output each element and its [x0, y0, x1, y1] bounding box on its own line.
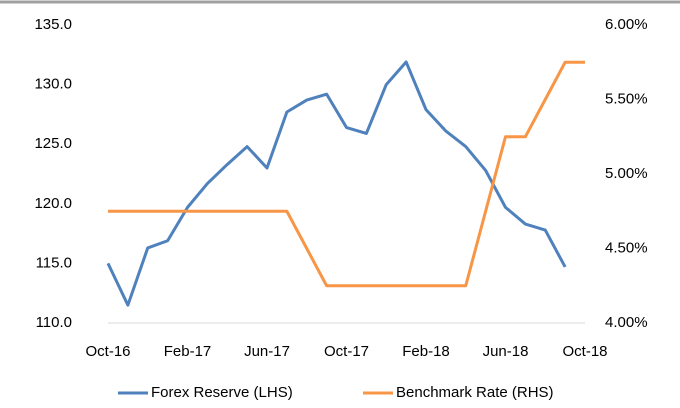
y-tick-label: 110.0	[36, 314, 72, 331]
x-tick-label: Oct-17	[324, 343, 369, 360]
x-tick-label: Jun-17	[244, 343, 290, 360]
legend-label: Forex Reserve (LHS)	[151, 384, 293, 401]
x-tick-label: Feb-18	[402, 343, 450, 360]
y2-tick-label: 5.00%	[605, 165, 648, 182]
y2-tick-label: 4.00%	[605, 314, 648, 331]
x-tick-label: Feb-17	[164, 343, 212, 360]
y-tick-label: 120.0	[34, 195, 72, 212]
series-line	[106, 60, 567, 307]
x-tick-label: Jun-18	[483, 343, 529, 360]
y2-tick-label: 6.00%	[605, 16, 648, 33]
x-tick-label: Oct-16	[85, 343, 130, 360]
series-line	[108, 60, 585, 288]
y-tick-label: 125.0	[34, 135, 72, 152]
y2-tick-label: 4.50%	[605, 239, 648, 256]
y-tick-label: 130.0	[34, 76, 72, 93]
y2-tick-label: 5.50%	[605, 90, 648, 107]
legend-label: Benchmark Rate (RHS)	[396, 384, 554, 401]
y-tick-label: 135.0	[34, 16, 72, 33]
x-tick-label: Oct-18	[562, 343, 607, 360]
y-tick-label: 115.0	[36, 254, 72, 271]
